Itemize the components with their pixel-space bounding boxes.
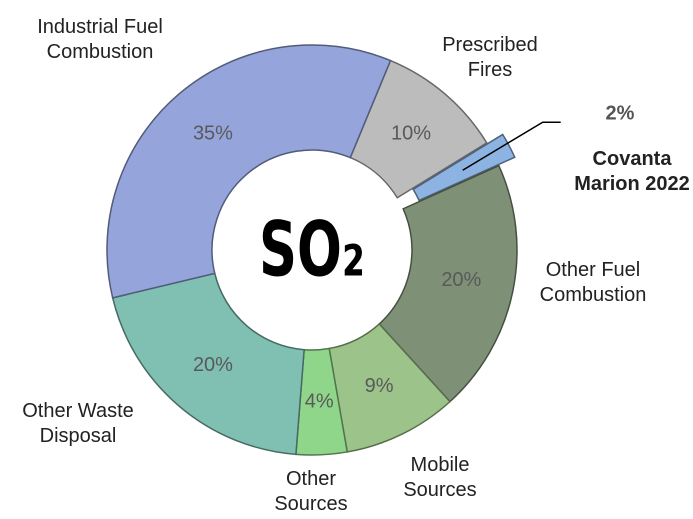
category-label: Mobile Sources xyxy=(403,454,477,501)
category-label: Other Sources xyxy=(274,468,348,515)
value-label: 10% xyxy=(391,122,431,144)
value-label: 4% xyxy=(305,391,334,413)
category-label: Prescribed Fires xyxy=(442,34,538,81)
value-label: 9% xyxy=(365,375,394,397)
category-label: Other Fuel Combustion xyxy=(539,259,647,306)
value-label: 35% xyxy=(193,122,233,144)
donut-segment xyxy=(111,272,305,456)
donut-segment xyxy=(412,133,516,202)
category-label: Covanta Marion 2022 xyxy=(574,148,690,195)
value-label: 20% xyxy=(441,269,481,291)
donut-segment xyxy=(106,44,392,299)
value-label: 20% xyxy=(193,354,233,376)
value-label: 2% xyxy=(605,102,635,125)
category-label: Other Waste Disposal xyxy=(22,400,134,447)
donut-segment xyxy=(349,59,488,199)
leader-line xyxy=(462,121,561,171)
center-label: SO₂ xyxy=(259,206,365,294)
donut-segment xyxy=(378,164,518,403)
category-label: Industrial Fuel Combustion xyxy=(37,16,163,63)
